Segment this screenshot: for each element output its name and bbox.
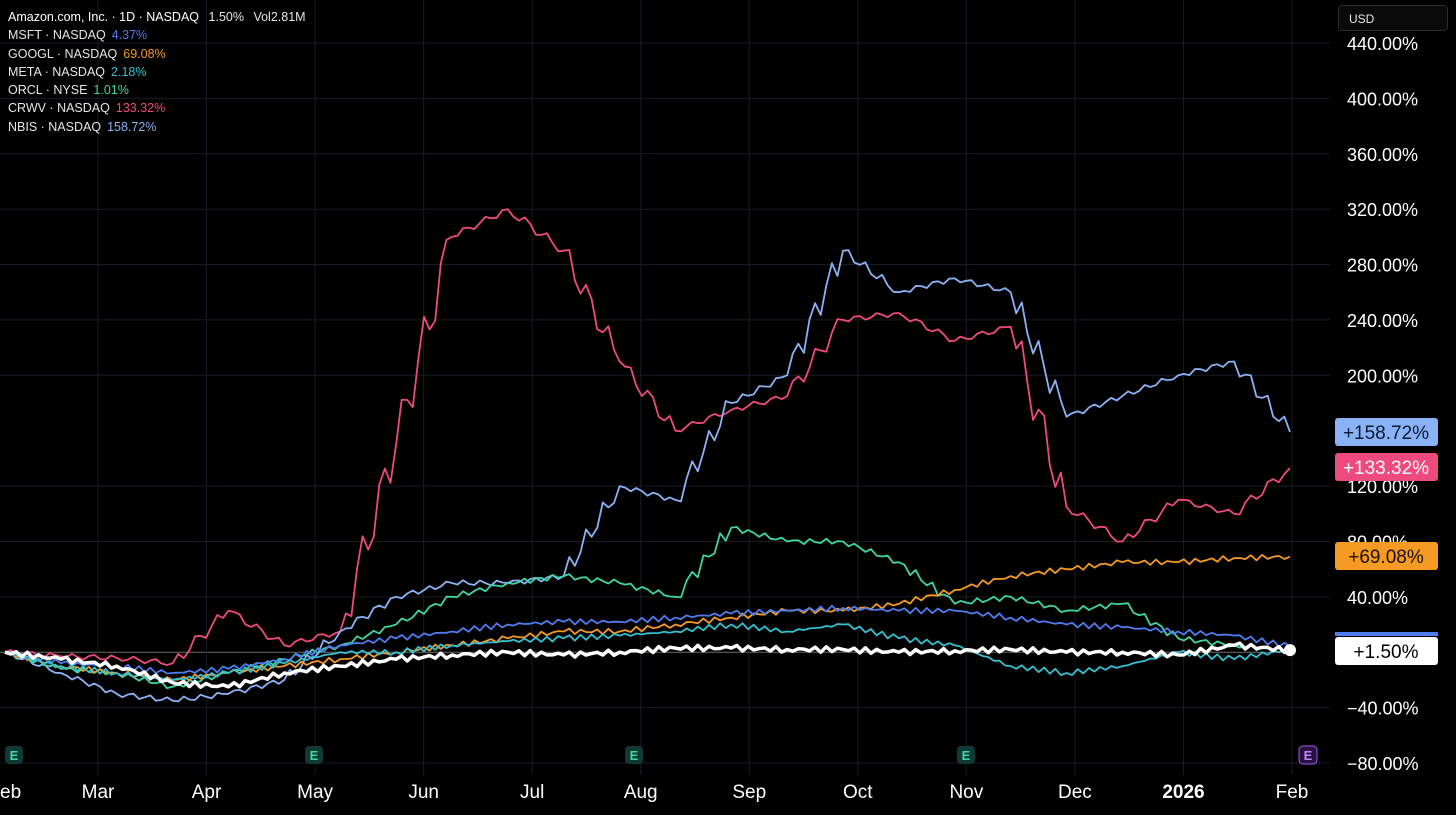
y-tick-label: −80.00% bbox=[1347, 754, 1419, 774]
earnings-marker[interactable]: E bbox=[5, 746, 23, 764]
end-badge-box bbox=[1335, 418, 1438, 446]
end-badge-label: +133.32% bbox=[1343, 458, 1429, 479]
legend-main-change: 1.50% bbox=[208, 10, 244, 24]
earnings-marker-box bbox=[625, 746, 643, 764]
legend-item-orcl[interactable]: ORCL · NYSE 1.01% bbox=[8, 83, 129, 98]
legend-change: 4.37% bbox=[111, 28, 148, 43]
legend-main-volume: Vol2.81M bbox=[253, 10, 306, 24]
x-tick-label: Mar bbox=[82, 782, 115, 803]
chart-grid bbox=[0, 0, 1330, 775]
end-badge-label: +69.08% bbox=[1348, 547, 1424, 568]
earnings-marker-label: E bbox=[962, 748, 971, 763]
legend-change: 133.32% bbox=[115, 101, 166, 116]
end-badge-label: +158.72% bbox=[1343, 423, 1429, 444]
x-tick-label: 2026 bbox=[1162, 782, 1204, 803]
earnings-marker[interactable]: E bbox=[625, 746, 643, 764]
x-tick-label: Apr bbox=[192, 782, 222, 803]
x-tick-label: eb bbox=[0, 782, 21, 803]
series-line-meta[interactable] bbox=[4, 622, 1291, 681]
x-tick-label: Feb bbox=[1276, 782, 1309, 803]
x-tick-label: Aug bbox=[624, 782, 658, 803]
earnings-marker-box bbox=[305, 746, 323, 764]
series-line-googl[interactable] bbox=[4, 554, 1291, 683]
legend-item-meta[interactable]: META · NASDAQ 2.18% bbox=[8, 64, 147, 79]
legend-item-googl[interactable]: GOOGL · NASDAQ 69.08% bbox=[8, 46, 166, 61]
series-line-msft[interactable] bbox=[4, 604, 1291, 675]
end-badge-label: +1.50% bbox=[1354, 642, 1419, 663]
end-badge-box bbox=[1335, 453, 1438, 481]
x-axis: eb Mar Apr May Jun Jul Aug Sep Oct Nov Dec 2026 Feb bbox=[0, 782, 1308, 803]
earnings-marker-label: E bbox=[10, 748, 19, 763]
y-tick-label: 200.00% bbox=[1347, 366, 1418, 386]
x-tick-label: Sep bbox=[732, 782, 766, 803]
legend-item-nbis[interactable]: NBIS · NASDAQ 158.72% bbox=[8, 119, 157, 134]
legend-change: 158.72% bbox=[107, 119, 157, 134]
legend-change: 2.18% bbox=[111, 64, 147, 79]
y-axis: 440.00% 400.00% 360.00% 320.00% 280.00% 240.0… bbox=[1347, 34, 1419, 774]
earnings-marker-label: E bbox=[630, 748, 639, 763]
series-line-amazoncom[interactable] bbox=[4, 641, 1291, 689]
legend-item-crwv[interactable]: CRWV · NASDAQ 133.32% bbox=[8, 101, 166, 116]
x-tick-label: Dec bbox=[1058, 782, 1092, 803]
end-badge-box bbox=[1335, 542, 1438, 570]
legend: Amazon.com, Inc. · 1D · NASDAQ 1.50% Vol… bbox=[8, 8, 306, 136]
end-badge: +1.50% bbox=[1335, 637, 1438, 665]
x-tick-label: Jul bbox=[520, 782, 544, 803]
x-tick-label: Jun bbox=[408, 782, 439, 803]
chart-series bbox=[4, 208, 1296, 703]
currency-button[interactable]: USD bbox=[1338, 5, 1448, 31]
y-tick-label: 240.00% bbox=[1347, 311, 1418, 331]
y-tick-label: 280.00% bbox=[1347, 256, 1418, 276]
upcoming-earnings-marker[interactable]: E bbox=[1298, 745, 1318, 765]
y-tick-label: 400.00% bbox=[1347, 89, 1418, 109]
earnings-marker[interactable]: E bbox=[957, 746, 975, 764]
earnings-marker[interactable]: E bbox=[305, 746, 323, 764]
legend-main-symbol[interactable]: Amazon.com, Inc. · 1D · NASDAQ 1.50% Vol… bbox=[8, 10, 306, 24]
legend-change: 69.08% bbox=[123, 46, 166, 61]
y-tick-label: 120.00% bbox=[1347, 477, 1418, 497]
y-tick-label: 440.00% bbox=[1347, 34, 1418, 54]
series-line-orcl[interactable] bbox=[4, 526, 1291, 689]
series-line-nbis[interactable] bbox=[4, 249, 1291, 703]
x-tick-label: May bbox=[297, 782, 333, 803]
upcoming-earnings-label: E bbox=[1304, 748, 1313, 763]
legend-item-msft[interactable]: MSFT · NASDAQ 4.37% bbox=[8, 28, 148, 43]
series-line-crwv[interactable] bbox=[4, 208, 1291, 666]
y-tick-label: 360.00% bbox=[1347, 145, 1418, 165]
end-badge-box bbox=[1335, 637, 1438, 665]
x-tick-label: Nov bbox=[949, 782, 983, 803]
y-tick-label: 320.00% bbox=[1347, 200, 1418, 220]
y-tick-label: −40.00% bbox=[1347, 699, 1419, 719]
legend-change: 1.01% bbox=[93, 83, 129, 98]
end-badge: +133.32% bbox=[1335, 453, 1438, 481]
earnings-marker-label: E bbox=[310, 748, 319, 763]
earnings-marker-box bbox=[957, 746, 975, 764]
y-tick-label: 40.00% bbox=[1347, 588, 1408, 608]
end-badge: +158.72% bbox=[1335, 418, 1438, 446]
earnings-marker-box bbox=[5, 746, 23, 764]
overlap-badge-strip bbox=[1335, 632, 1438, 636]
end-value-badges: +158.72% +133.32% +69.08% +1.50% bbox=[1335, 418, 1438, 665]
last-price-dot bbox=[1284, 644, 1296, 657]
upcoming-earnings-box bbox=[1298, 745, 1318, 765]
end-badge: +69.08% bbox=[1335, 542, 1438, 570]
x-tick-label: Oct bbox=[843, 782, 873, 803]
